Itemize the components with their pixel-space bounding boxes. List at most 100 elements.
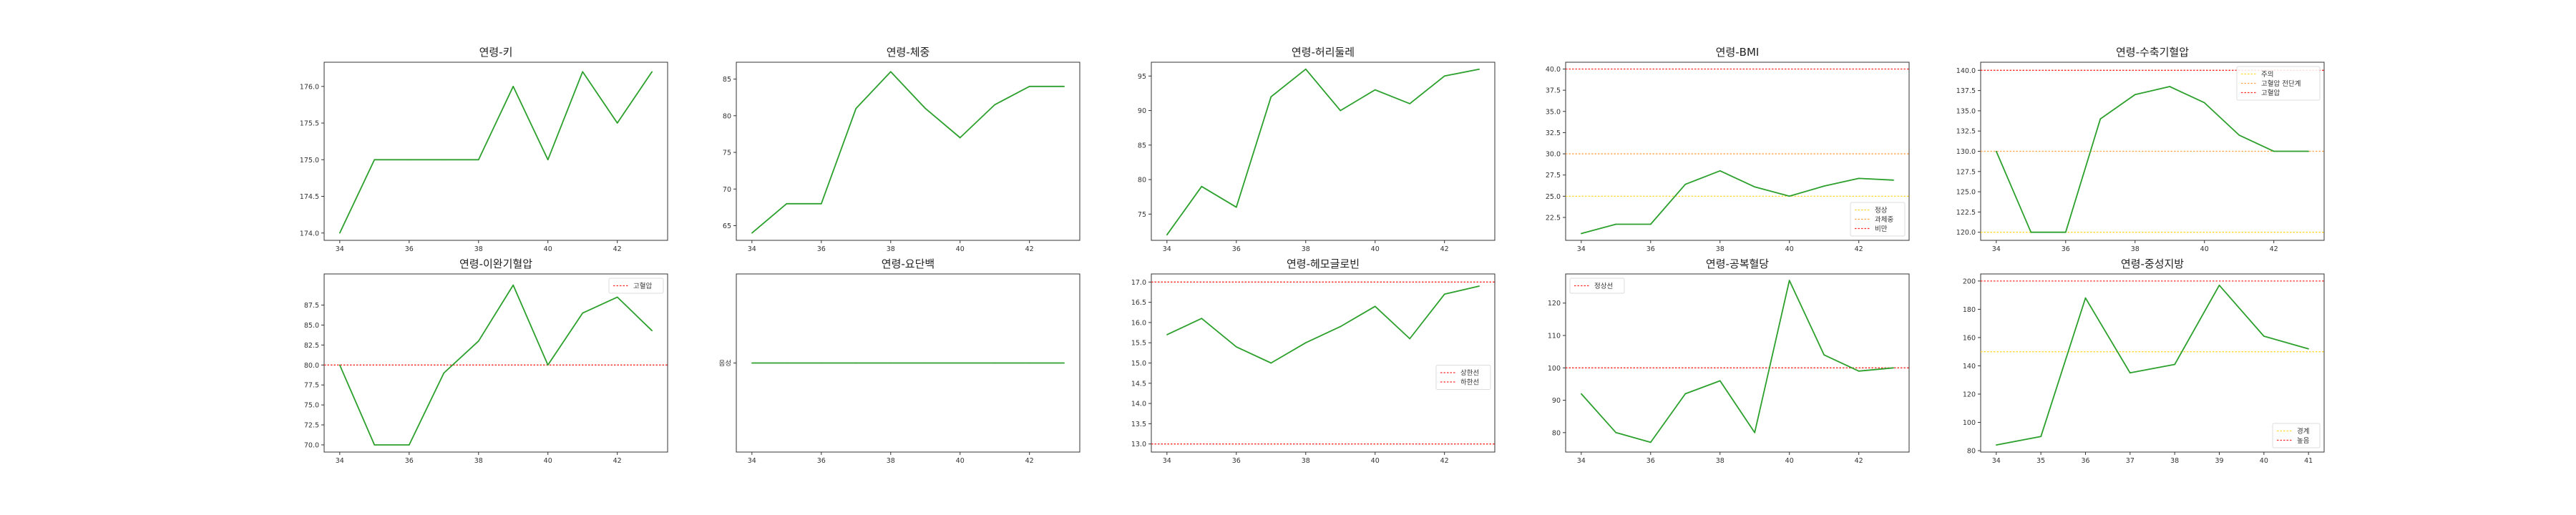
data-point <box>820 202 822 205</box>
data-point <box>512 86 514 87</box>
y-tick-label: 80 <box>723 112 731 120</box>
chart-title: 연령-수축기혈압 <box>2116 46 2189 59</box>
y-tick-label: 85 <box>1138 142 1146 149</box>
data-point <box>786 202 788 205</box>
data-point <box>1581 232 1582 235</box>
x-tick-label: 38 <box>887 457 895 465</box>
plot-frame <box>1565 62 1910 241</box>
x-tick-label: 36 <box>817 457 826 465</box>
data-point <box>994 104 996 106</box>
data-point <box>786 362 788 364</box>
data-point <box>1063 362 1065 364</box>
y-tick-label: 135.0 <box>1956 107 1976 115</box>
data-point <box>1649 223 1652 225</box>
x-tick-label: 41 <box>2304 457 2313 465</box>
data-point <box>651 330 653 332</box>
y-tick-label: 90 <box>1552 397 1561 405</box>
x-tick-label: 42 <box>613 245 622 253</box>
data-point <box>2203 102 2205 104</box>
x-tick-label: 38 <box>1302 245 1310 253</box>
data-point <box>477 159 479 161</box>
x-tick-label: 38 <box>2170 457 2179 465</box>
data-point <box>408 159 410 161</box>
data-point <box>374 444 376 446</box>
y-tick-label: 87.5 <box>304 302 319 310</box>
data-point <box>1443 293 1445 295</box>
data-point <box>1443 75 1445 77</box>
data-point <box>2273 150 2275 152</box>
data-point <box>2129 372 2131 374</box>
data-point <box>582 312 584 314</box>
chart-panel: 연령-이완기혈압 34 36 38 40 42 70.0 72.5 75.0 77.5 80.0 82… <box>304 258 668 465</box>
x-tick-label: 34 <box>1163 457 1171 465</box>
legend-label: 비만 <box>1875 225 1888 233</box>
x-tick-label: 42 <box>1440 457 1449 465</box>
y-tick-label: 200 <box>1963 278 1976 285</box>
plot-frame <box>1151 62 1496 241</box>
legend-box <box>2272 423 2321 448</box>
legend-label: 고혈압 <box>2261 89 2280 97</box>
plot-frame <box>1565 273 1910 453</box>
data-point <box>820 362 822 364</box>
y-tick-label: 35.0 <box>1546 108 1561 116</box>
y-tick-label: 110 <box>1548 333 1561 340</box>
data-point <box>1719 380 1721 382</box>
x-tick-label: 36 <box>405 245 414 253</box>
y-tick-label: 80 <box>1552 429 1561 437</box>
y-tick-label: 127.5 <box>1956 168 1976 176</box>
series-line <box>1996 284 2309 446</box>
y-tick-label: 27.5 <box>1546 172 1561 180</box>
y-tick-label: 140 <box>1963 363 1976 371</box>
data-point <box>1201 185 1203 187</box>
data-point <box>477 340 479 342</box>
plot-frame <box>323 62 668 241</box>
legend-label: 주의 <box>2261 71 2273 79</box>
data-point <box>889 362 892 364</box>
y-tick-label: 16.0 <box>1131 319 1146 327</box>
data-point <box>2064 231 2067 233</box>
x-tick-label: 42 <box>1025 245 1034 253</box>
x-tick-label: 36 <box>1232 457 1241 465</box>
x-tick-label: 40 <box>956 245 965 253</box>
x-tick-label: 40 <box>2200 245 2209 253</box>
data-point <box>1166 334 1168 335</box>
x-tick-label: 38 <box>2131 245 2140 253</box>
chart-panel: 연령-BMI 34 36 38 40 42 22.5 25.0 27.5 30.0 32.5 35.0… <box>1546 46 1910 253</box>
legend-label: 정상선 <box>1594 283 1613 290</box>
data-point <box>751 232 753 234</box>
data-point <box>924 107 927 109</box>
data-point <box>1996 444 1997 446</box>
series-line <box>338 284 653 446</box>
data-point <box>2218 285 2220 286</box>
data-point <box>1581 393 1582 395</box>
y-tick-label: 85.0 <box>304 322 319 330</box>
y-tick-label: 130.0 <box>1956 148 1976 156</box>
series-line <box>1581 280 1894 443</box>
x-tick-label: 39 <box>2215 457 2223 465</box>
data-point <box>2099 118 2102 120</box>
plot-frame <box>323 273 668 453</box>
data-point <box>1788 280 1790 281</box>
y-tick-label: 80 <box>1967 448 1976 456</box>
data-point <box>547 364 549 366</box>
data-point <box>1374 89 1376 91</box>
legend-box <box>2236 66 2321 101</box>
data-point <box>1201 318 1203 320</box>
data-point <box>339 364 341 366</box>
y-tick-label: 160 <box>1963 334 1976 342</box>
y-tick-label: 85 <box>723 76 731 84</box>
plot-frame <box>1980 273 2325 453</box>
x-tick-label: 36 <box>405 457 414 465</box>
legend: 정상선 <box>1569 278 1625 294</box>
y-tick-label: 17.0 <box>1131 279 1146 287</box>
data-point <box>959 137 961 139</box>
data-point <box>2084 297 2087 299</box>
data-point <box>959 362 961 364</box>
y-tick-label: 125.0 <box>1956 189 1976 197</box>
y-tick-label: 40.0 <box>1546 66 1561 74</box>
y-tick-label: 137.5 <box>1956 87 1976 95</box>
data-point <box>2263 335 2265 337</box>
chart-panel: 연령-요단백 34 36 38 40 42 음성 <box>719 258 1080 465</box>
